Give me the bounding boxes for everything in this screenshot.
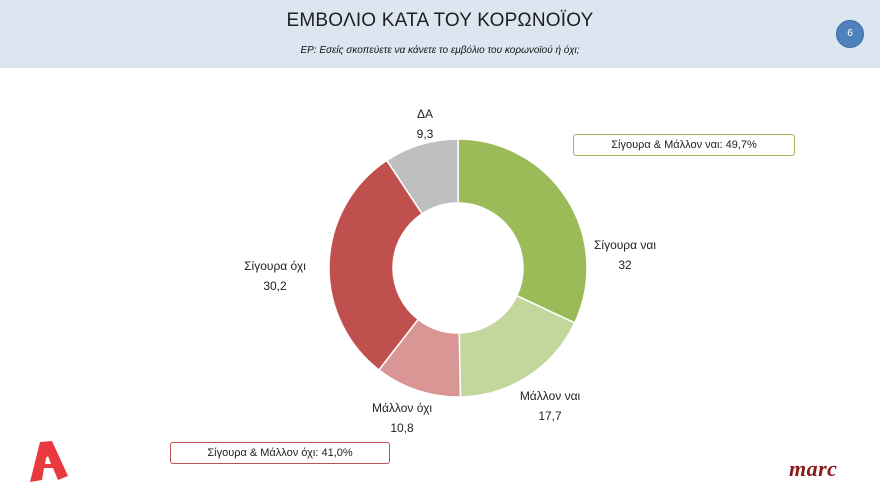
label-value: 30,2 <box>263 279 287 293</box>
page-number-badge: 6 <box>836 20 864 48</box>
label-value: 10,8 <box>390 421 414 435</box>
label-value: 17,7 <box>538 409 562 423</box>
label-name: Σίγουρα ναι <box>593 238 657 252</box>
label-mallon-oxi: Μάλλον όχι 10,8 <box>352 398 452 438</box>
question-subtitle: ΕΡ: Εσείς σκοπεύετε να κάνετε το εμβόλιο… <box>300 45 580 56</box>
label-value: 9,3 <box>416 127 434 141</box>
label-da: ΔΑ 9,3 <box>375 104 475 144</box>
donut-slice <box>385 138 459 215</box>
donut-slice <box>458 294 576 398</box>
alpha-logo-icon <box>30 441 68 482</box>
label-sigoura-oxi: Σίγουρα όχι 30,2 <box>225 256 325 296</box>
summary-no-box: Σίγουρα & Μάλλον όχι: 41,0% <box>170 442 390 464</box>
donut-slice <box>328 159 424 371</box>
label-name: Μάλλον ναι <box>519 389 581 403</box>
label-name: Μάλλον όχι <box>371 401 433 415</box>
label-value: 32 <box>618 258 632 272</box>
marc-logo: marc <box>789 456 838 481</box>
slide-header: ΕΜΒΟΛΙΟ ΚΑΤΑ ΤΟΥ ΚΟΡΩΝΟΪΟΥ ΕΡ: Εσείς σκο… <box>0 0 880 68</box>
label-sigoura-nai: Σίγουρα ναι 32 <box>575 235 675 275</box>
donut-slices <box>328 138 588 398</box>
label-name: Σίγουρα όχι <box>244 259 306 273</box>
page-title: ΕΜΒΟΛΙΟ ΚΑΤΑ ΤΟΥ ΚΟΡΩΝΟΪΟΥ <box>286 10 594 31</box>
donut-slice <box>457 138 588 324</box>
label-mallon-nai: Μάλλον ναι 17,7 <box>500 386 600 426</box>
label-name: ΔΑ <box>416 107 434 121</box>
summary-yes-box: Σίγουρα & Μάλλον ναι: 49,7% <box>573 134 795 156</box>
